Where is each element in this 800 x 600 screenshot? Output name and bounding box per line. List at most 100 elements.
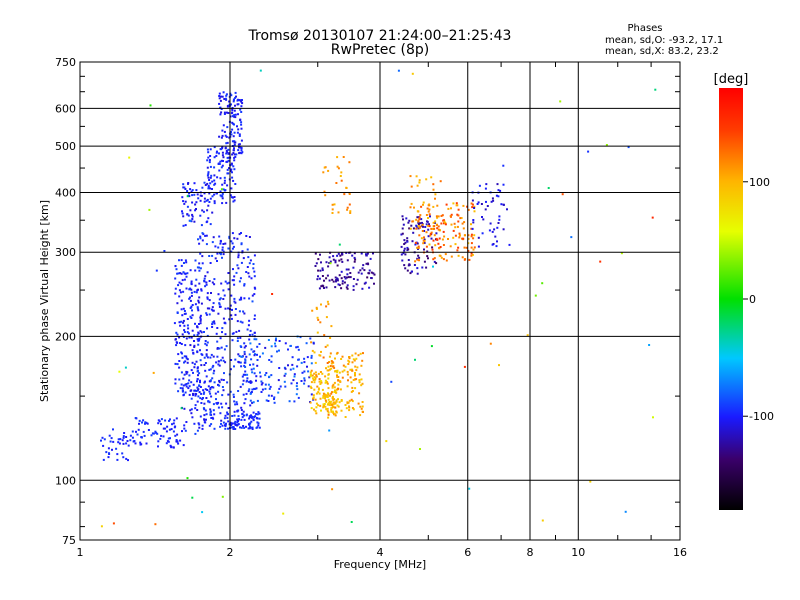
data-point [129,439,132,442]
data-point [221,202,224,205]
data-point [312,379,315,381]
data-point [314,410,317,413]
data-point [226,160,229,163]
data-point [209,408,212,411]
data-point [417,223,420,226]
data-point [174,382,177,385]
data-point [326,381,329,384]
data-point [313,408,315,411]
data-point [235,271,238,274]
data-point [157,440,160,443]
data-point [232,98,235,101]
data-point [417,254,420,257]
data-point [191,189,194,192]
data-point [340,358,343,360]
data-point [335,391,338,394]
data-point [256,359,259,361]
data-point [414,243,417,246]
data-point [242,257,245,260]
data-point [236,237,239,240]
data-point [195,291,198,294]
data-point [187,382,190,385]
data-point [348,193,351,195]
data-point [492,199,495,202]
data-point [433,260,436,263]
data-point [337,405,340,408]
data-point [329,403,331,406]
data-point [349,210,352,213]
data-point [199,267,202,270]
data-point [351,361,354,364]
data-point [240,127,243,130]
data-point [243,312,246,315]
data-point [213,193,216,196]
data-point [204,285,207,288]
data-point [210,308,213,311]
data-point [296,388,299,391]
data-point [425,245,428,248]
data-point [231,109,234,111]
data-point [196,306,199,309]
data-point [325,401,328,403]
data-point [221,406,224,409]
data-point [428,223,430,226]
data-point [189,389,192,392]
data-point [605,144,608,146]
data-point [189,344,192,347]
data-point [426,255,429,258]
data-point [431,246,434,249]
data-point [400,245,403,248]
data-point [310,369,313,372]
data-point [328,361,331,363]
data-point [498,218,501,221]
data-point [293,375,296,378]
data-point [233,422,236,425]
data-point [252,350,255,353]
data-point [210,174,213,177]
data-point [360,272,363,275]
data-point [234,104,236,107]
data-point [432,205,435,208]
data-point [251,426,254,429]
data-point [233,196,236,198]
data-point [346,402,349,405]
data-point [485,200,487,203]
data-point [249,422,252,425]
data-point [227,247,230,250]
data-point [217,401,220,404]
data-point [176,333,179,336]
data-point [233,283,236,286]
data-point [233,143,236,146]
data-point [201,353,204,356]
data-point [191,314,194,317]
data-point [430,345,433,348]
data-point [203,421,206,424]
data-point [499,189,502,192]
data-point [264,346,267,349]
data-point [199,235,202,238]
data-point [496,183,499,186]
data-point [236,131,239,134]
data-point [197,197,200,200]
data-point [417,225,420,227]
data-point [207,187,210,190]
data-point [203,402,206,405]
data-point [181,352,183,355]
data-point [169,418,171,421]
data-point [409,175,412,178]
data-point [230,317,233,320]
x-tick-label: 10 [571,546,585,559]
data-point [198,282,201,285]
data-point [203,280,206,283]
data-point [256,364,259,367]
data-point [225,93,228,96]
data-point [319,269,322,272]
data-point [342,156,345,158]
data-point [445,259,448,262]
data-point [252,267,255,270]
data-point [218,379,221,382]
data-point [208,201,211,203]
data-point [349,276,352,279]
data-point [414,260,417,263]
data-point [206,159,209,162]
